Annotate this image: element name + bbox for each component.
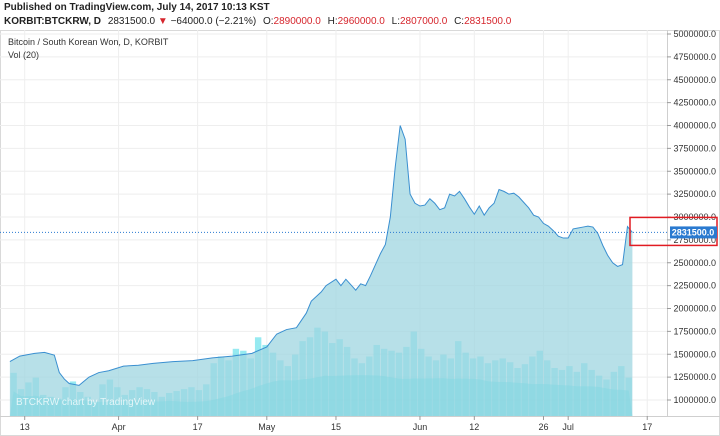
open-value: 2890000.0 [273,16,321,27]
price-area [9,125,633,416]
legend-volume: Vol (20) [8,50,39,60]
time-axis[interactable]: 13 Apr 17 May 15 Jun 12 26 Jul 17 [20,416,653,432]
x-tick-label: 13 [20,422,30,432]
y-tick-label: 2750000.0 [673,235,716,245]
y-tick-label: 2000000.0 [673,304,716,314]
price-chart[interactable]: 5000000.0 4750000.0 4500000.0 4250000.0 4000… [0,30,720,436]
y-tick-label: 4750000.0 [673,52,716,62]
close-value: 2831500.0 [464,16,512,27]
price-area-layer [9,125,633,416]
y-tick-label: 2500000.0 [673,258,716,268]
y-tick-label: 1250000.0 [673,372,716,382]
down-arrow-icon: ▼ [157,16,168,27]
y-tick-label: 4000000.0 [673,121,716,131]
low-label: L: [391,16,400,27]
x-tick-label: 17 [193,422,203,432]
high-value: 2960000.0 [337,16,385,27]
last-price-tag: 2831500.0 [629,216,718,247]
x-tick-label: 12 [469,422,479,432]
y-tick-label: 5000000.0 [673,30,716,39]
y-tick-label: 3250000.0 [673,189,716,199]
grid [0,30,667,416]
x-tick-label: 17 [642,422,652,432]
y-tick-label: 2250000.0 [673,281,716,291]
price-line [9,125,633,386]
y-tick-label: 1500000.0 [673,349,716,359]
low-value: 2807000.0 [400,16,448,27]
y-tick-label: 1750000.0 [673,326,716,336]
chart-header: Published on TradingView.com, July 14, 2… [0,0,720,30]
high-label: H: [327,16,338,27]
x-tick-label: Jul [562,422,574,432]
quote-line: KORBIT:BTCKRW, D 2831500.0 ▼ −64000.0 (−… [4,16,511,27]
y-tick-label: 4500000.0 [673,75,716,85]
chart-frame[interactable]: 5000000.0 4750000.0 4500000.0 4250000.0 4000… [0,30,720,436]
close-label: C: [454,16,465,27]
symbol-label: KORBIT:BTCKRW, D [4,16,102,27]
x-tick-label: 26 [538,422,548,432]
x-tick-label: Apr [112,422,126,432]
y-tick-label: 4250000.0 [673,98,716,108]
price-change: −64000.0 (−2.21%) [170,16,257,27]
y-tick-label: 1000000.0 [673,395,716,405]
price-tag-background [670,226,717,239]
open-label: O: [262,16,274,27]
x-tick-label: Jun [413,422,428,432]
x-tick-label: May [258,422,276,432]
legend-title: Bitcoin / South Korean Won, D, KORBIT [8,37,169,47]
price-tag-text: 2831500.0 [672,227,715,237]
watermark: BTCKRW chart by TradingView [16,397,156,408]
published-line: Published on TradingView.com, July 14, 2… [4,2,270,13]
y-tick-label: 3750000.0 [673,143,716,153]
last-price: 2831500.0 [107,16,156,27]
x-tick-label: 15 [331,422,341,432]
y-tick-label: 3500000.0 [673,166,716,176]
